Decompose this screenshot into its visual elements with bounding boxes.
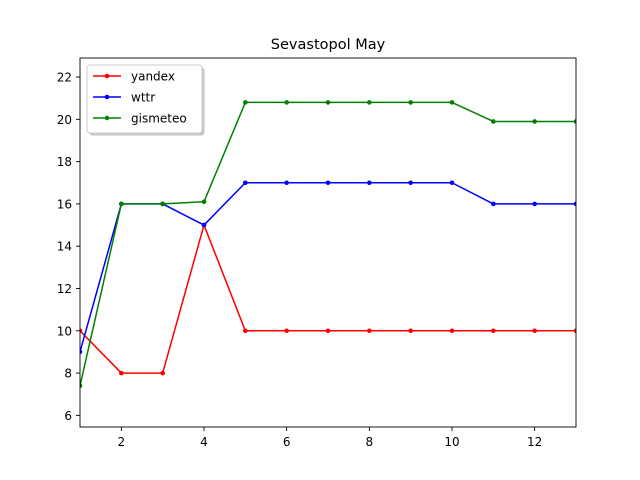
x-tick-label-8: 8 xyxy=(366,435,374,449)
data-point-yandex-9 xyxy=(408,328,413,334)
data-point-wttr-12 xyxy=(532,201,537,207)
legend-box xyxy=(86,64,203,134)
y-tick-label-22: 22 xyxy=(57,71,72,85)
data-point-wttr-8 xyxy=(367,180,372,186)
data-point-gismeteo-6 xyxy=(284,100,289,105)
data-point-wttr-1 xyxy=(80,349,83,355)
data-point-wttr-7 xyxy=(325,180,331,186)
data-point-yandex-8 xyxy=(367,328,372,334)
data-point-yandex-10 xyxy=(449,328,455,334)
data-point-yandex-11 xyxy=(491,328,496,334)
x-tick-label-10: 10 xyxy=(444,435,459,449)
data-point-gismeteo-8 xyxy=(367,100,372,105)
data-point-gismeteo-9 xyxy=(408,100,413,105)
legend-label-yandex: yandex xyxy=(131,70,175,84)
data-point-wttr-9 xyxy=(408,180,413,186)
legend-label-wttr: wttr xyxy=(131,91,155,105)
data-point-gismeteo-4 xyxy=(201,199,207,205)
y-tick-label-8: 8 xyxy=(64,367,72,381)
data-point-yandex-6 xyxy=(284,328,289,334)
data-point-wttr-11 xyxy=(491,201,496,207)
x-tick-label-2: 2 xyxy=(118,435,126,449)
y-tick-label-16: 16 xyxy=(57,197,72,211)
data-point-yandex-3 xyxy=(160,370,165,376)
data-point-yandex-2 xyxy=(119,370,124,376)
y-tick-label-10: 10 xyxy=(57,324,72,338)
data-point-gismeteo-12 xyxy=(532,119,537,124)
y-tick-label-12: 12 xyxy=(57,282,72,296)
data-point-gismeteo-5 xyxy=(243,100,248,105)
data-point-gismeteo-3 xyxy=(160,201,165,207)
y-tick-label-18: 18 xyxy=(57,155,72,169)
x-tick-label-6: 6 xyxy=(283,435,291,449)
data-point-yandex-13 xyxy=(573,328,576,334)
data-point-wttr-5 xyxy=(243,180,248,186)
data-point-wttr-6 xyxy=(284,180,289,186)
data-point-yandex-12 xyxy=(532,328,537,334)
data-point-yandex-5 xyxy=(243,328,248,334)
legend-marker-wttr xyxy=(104,94,110,100)
data-point-yandex-7 xyxy=(325,328,331,334)
legend-label-gismeteo: gismeteo xyxy=(131,112,187,126)
data-point-wttr-4 xyxy=(201,222,207,228)
legend-marker-gismeteo xyxy=(104,115,110,121)
plot-area: 2 4 6 8 10 12 6 8 10 12 14 16 18 20 22 xyxy=(57,57,577,449)
y-tick-label-6: 6 xyxy=(64,409,72,423)
data-point-yandex-1 xyxy=(80,328,83,334)
y-tick-label-20: 20 xyxy=(57,113,72,127)
data-point-gismeteo-2 xyxy=(119,201,124,207)
data-point-gismeteo-10 xyxy=(449,100,455,105)
data-point-wttr-10 xyxy=(449,180,455,186)
data-point-gismeteo-13 xyxy=(573,119,576,124)
data-point-gismeteo-7 xyxy=(325,100,331,105)
chart-title: Sevastopol May xyxy=(271,37,386,53)
axes-frame xyxy=(79,57,577,428)
data-point-wttr-13 xyxy=(573,201,576,207)
legend: yandex wttr gismeteo xyxy=(86,64,205,136)
legend-marker-yandex xyxy=(104,73,110,79)
series-group xyxy=(80,100,576,389)
x-tick-label-4: 4 xyxy=(200,435,208,449)
x-tick-label-12: 12 xyxy=(527,435,542,449)
y-tick-label-14: 14 xyxy=(57,240,72,254)
data-point-gismeteo-1 xyxy=(80,383,83,389)
data-point-gismeteo-11 xyxy=(491,119,496,124)
